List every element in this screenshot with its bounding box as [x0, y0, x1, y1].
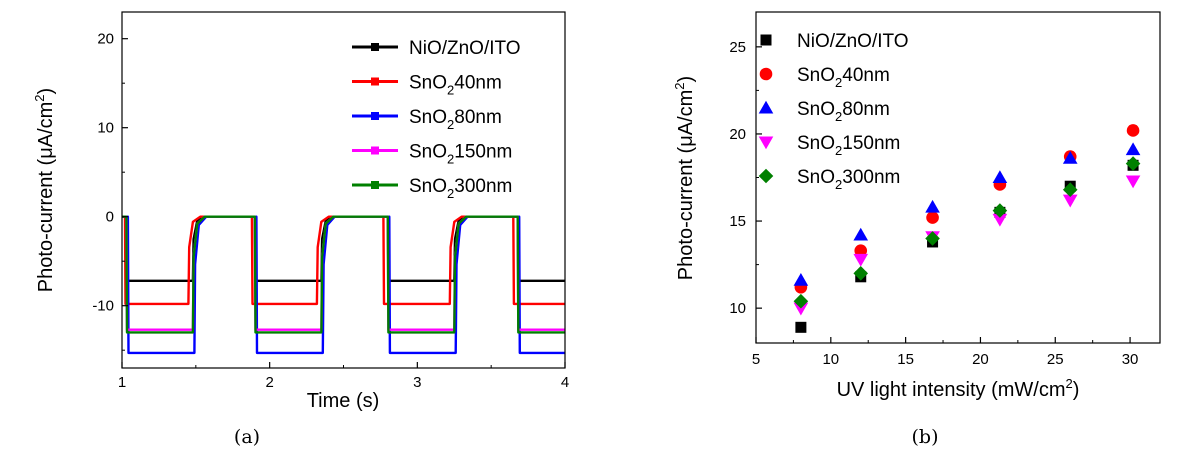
- panel-a-legend-label-sno2-150nm: SnO2150nm: [409, 142, 512, 167]
- panel-b-point-sno2-300nm: [925, 231, 940, 246]
- panel-b-x-tick-label: 10: [822, 351, 839, 368]
- panel-a-legend-marker: [371, 146, 379, 155]
- panel-a-x-tick-label: 4: [561, 374, 569, 391]
- panel-b-point-sno2-40nm: [854, 244, 868, 257]
- panel-b-point-sno2-300nm: [1062, 182, 1078, 197]
- panel-a-series-sno2-300nm: [122, 215, 565, 334]
- panel-b-point-sno2-40nm: [926, 211, 939, 224]
- panel-a-legend-label-nio-zno-ito: NiO/ZnO/ITO: [409, 38, 521, 59]
- panel-b-point-sno2-80nm: [925, 199, 940, 213]
- panel-b-y-tick-label: 15: [729, 213, 746, 230]
- panel-b-x-tick-label: 20: [972, 351, 989, 368]
- panel-a-x-tick-label: 1: [118, 374, 126, 391]
- panel-a-y-tick-label: -10: [92, 298, 114, 315]
- panel-b-point-sno2-150nm: [992, 213, 1008, 227]
- panel-a-y-tick-label: 0: [106, 209, 114, 226]
- panel-b-points: [793, 124, 1141, 333]
- panel-a-y-axis-label: Photo-current (μA/cm2): [32, 88, 57, 292]
- panel-b-legend-marker-sno2-40nm: [759, 67, 773, 81]
- panel-b: 5 10 15 20 25 30 10 15 20 25 UV light intensity (…: [672, 11, 1161, 448]
- panel-a: 1 2 3 4 -10 0 10 20 Time (s) Photo-current (μA/…: [32, 11, 569, 448]
- panel-b-legend: NiO/ZnO/ITO SnO240nm SnO280nm SnO2150nm SnO2…: [758, 31, 909, 192]
- panel-b-point-sno2-300nm: [992, 203, 1008, 218]
- panel-a-ticks: 1 2 3 4 -10 0 10 20: [92, 31, 569, 391]
- panel-b-x-axis-label: UV light intensity (mW/cm2): [837, 376, 1080, 401]
- panel-a-y-tick-label: 10: [97, 120, 114, 137]
- panel-b-point-sno2-80nm: [992, 170, 1008, 183]
- panel-b-point-sno2-300nm: [793, 293, 809, 309]
- panel-b-point-nio-zno-ito: [795, 321, 807, 333]
- panel-b-y-tick-label: 10: [729, 300, 746, 317]
- panel-b-x-tick-label: 30: [1122, 351, 1139, 368]
- panel-b-legend-marker-sno2-80nm: [758, 100, 774, 114]
- panel-a-legend-marker: [371, 43, 379, 51]
- panel-a-legend-label-sno2-40nm: SnO240nm: [409, 73, 502, 98]
- panel-b-x-tick-label: 15: [897, 351, 914, 368]
- panel-b-point-sno2-150nm: [1062, 194, 1078, 208]
- panel-b-x-tick-label: 5: [752, 351, 760, 368]
- panel-a-legend-marker: [371, 77, 379, 86]
- panel-b-ticks: 5 10 15 20 25 30 10 15 20 25: [729, 39, 1138, 368]
- panel-b-legend-label-sno2-300nm: SnO2300nm: [797, 167, 900, 192]
- panel-b-y-axis-label: Photo-current (μA/cm2): [672, 76, 697, 280]
- panel-a-series-sno2-80nm: [122, 215, 565, 355]
- panel-a-legend-marker: [371, 112, 379, 120]
- panel-b-caption: (b): [912, 426, 939, 448]
- panel-b-legend-label-nio-zno-ito: NiO/ZnO/ITO: [797, 31, 909, 52]
- panel-b-legend-label-sno2-40nm: SnO240nm: [797, 65, 890, 90]
- panel-b-point-sno2-80nm: [793, 272, 809, 286]
- panel-b-point-sno2-150nm: [1125, 175, 1141, 189]
- panel-b-point-sno2-40nm: [1126, 124, 1140, 137]
- panel-a-legend: NiO/ZnO/ITO SnO240nm SnO280nm SnO2150nm SnO2…: [352, 38, 521, 201]
- panel-b-y-tick-label: 20: [729, 126, 746, 143]
- panel-a-legend-label-sno2-300nm: SnO2300nm: [409, 176, 512, 201]
- panel-a-caption: (a): [234, 426, 260, 448]
- panel-a-legend-marker: [371, 181, 379, 189]
- panel-a-x-tick-label: 3: [413, 374, 421, 391]
- panel-b-y-tick-label: 25: [729, 39, 746, 56]
- panel-b-legend-marker-sno2-300nm: [758, 168, 774, 184]
- panel-a-x-tick-label: 2: [265, 374, 273, 391]
- panel-b-legend-label-sno2-80nm: SnO280nm: [797, 99, 890, 124]
- panel-b-point-sno2-150nm: [793, 302, 809, 316]
- panel-b-point-sno2-80nm: [1125, 142, 1141, 156]
- panel-a-y-tick-label: 20: [97, 31, 114, 48]
- panel-b-legend-marker-sno2-150nm: [758, 136, 774, 150]
- panel-a-series: [122, 215, 565, 355]
- panel-a-series-sno2-40nm: [122, 215, 565, 306]
- panel-b-legend-label-sno2-150nm: SnO2150nm: [797, 133, 900, 158]
- panel-a-legend-label-sno2-80nm: SnO280nm: [409, 107, 502, 132]
- panel-b-point-sno2-300nm: [853, 266, 869, 281]
- panel-b-legend-marker-nio-zno-ito: [760, 34, 772, 46]
- panel-b-point-sno2-300nm: [1125, 156, 1141, 171]
- panel-a-x-axis-label: Time (s): [307, 390, 380, 412]
- panel-b-point-sno2-150nm: [853, 253, 869, 267]
- panel-b-point-sno2-80nm: [853, 227, 869, 241]
- panel-b-x-tick-label: 25: [1047, 351, 1064, 368]
- panel-b-point-sno2-80nm: [1062, 151, 1078, 164]
